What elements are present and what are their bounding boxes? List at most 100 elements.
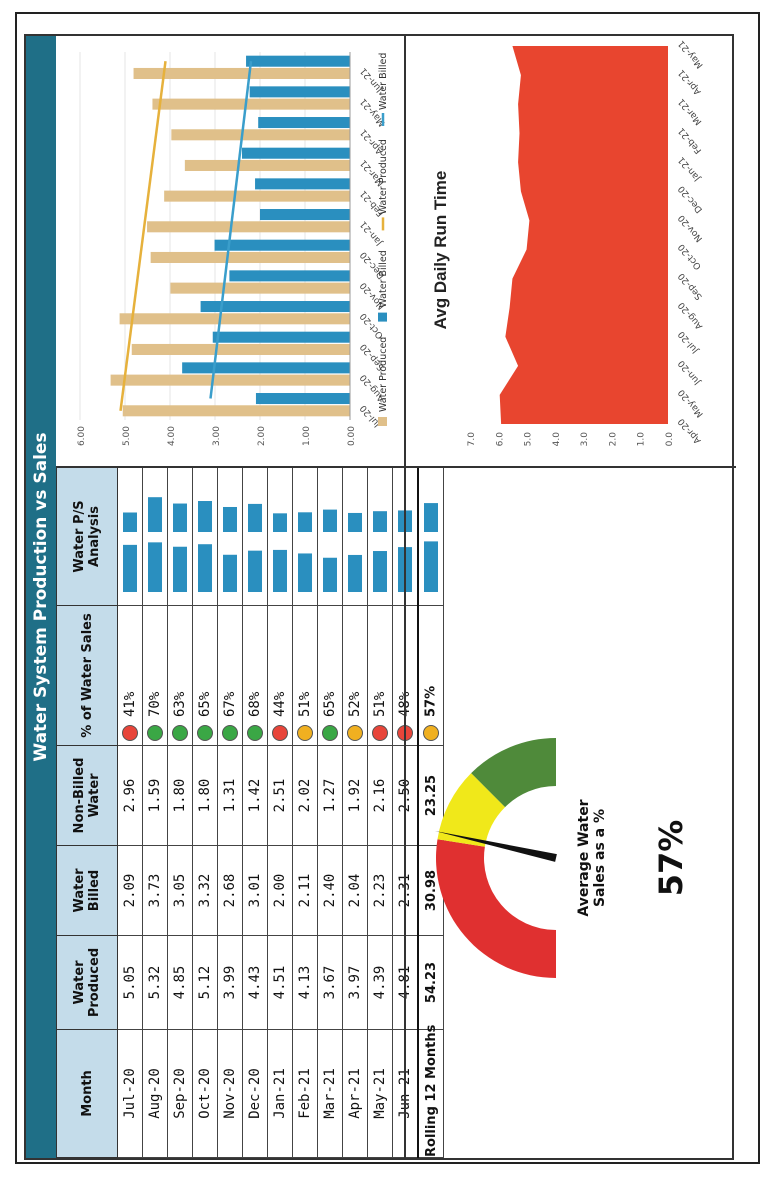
pct-value: 51% [297,691,313,717]
analysis-cell [317,467,343,606]
analysis-cell [142,467,168,606]
table-row: Sep-20 4.85 3.05 1.80 63% [167,467,193,1158]
gauge-label: Average Water Sales as a % [576,799,608,917]
x-tick-label: Apr-21 [677,67,704,96]
nonbilled-cell: 1.42 [242,745,268,846]
table-header-row: Month Water Produced Water Billed Non-Bi… [56,467,118,1158]
analysis-cell [267,467,293,606]
table-body: Jul-20 5.05 2.09 2.96 41% Aug-20 5.32 3.73 1.59 7… [117,467,444,1158]
gauge-band [471,738,556,808]
produced-bar [150,251,351,263]
gauge-panel: Average Water Sales as a % 57% [404,468,736,1158]
pct-value: 67% [222,691,238,717]
x-tick-label: Mar-21 [677,96,705,126]
y-tick-label: 1.00 [302,426,312,446]
produced-spark-bar [198,544,212,593]
produced-bar [184,159,350,171]
month-cell: Aug-20 [142,1029,168,1158]
billed-bar [200,301,350,313]
produced-cell: 4.13 [292,935,318,1030]
analysis-sparkbar [198,501,212,593]
billed-cell: 3.05 [167,845,193,936]
produced-cell: 5.05 [117,935,143,1030]
billed-trendline [209,61,253,399]
table-row: Oct-20 5.12 3.32 1.80 65% [192,467,218,1158]
x-tick-label: Oct-20 [676,241,703,271]
produced-spark-bar [348,555,362,593]
billed-bar [258,117,350,129]
table-row: Jul-20 5.05 2.09 2.96 41% [117,467,143,1158]
pct-cell: 67% [217,605,243,746]
y-tick-label: 3.0 [580,432,590,447]
analysis-sparkbar [398,510,412,593]
billed-spark-bar [248,504,262,533]
x-tick-label: Dec-20 [676,183,704,214]
x-tick-label: Jun-20 [676,358,703,387]
produced-cell: 3.97 [342,935,368,1030]
summary-table: Month Water Produced Water Billed Non-Bi… [56,467,444,1158]
header-analysis: Water P/S Analysis [56,467,118,606]
analysis-sparkbar [148,497,162,593]
status-dot-icon [197,725,213,741]
billed-cell: 2.09 [117,845,143,936]
y-tick-label: 0.00 [347,426,357,446]
production-bar-chart: 0.001.002.003.004.005.006.00Jul-20Aug-20… [77,52,389,446]
analysis-sparkbar [424,503,438,593]
analysis-cell [167,467,193,606]
production-bar-chart-panel: 0.00 1.00 2.00 3.00 4.00 5.00 6.00 Jul-20 Aug-20… [56,34,404,468]
pct-cell: 65% [192,605,218,746]
analysis-cell [418,467,444,606]
run-time-area-chart-panel: Avg Daily Run Time 0.0 1.0 2.0 3.0 4.0 5.0 6.0 7… [404,34,736,468]
billed-bar [255,393,350,405]
table-row: Apr-21 3.97 2.04 1.92 52% [342,467,368,1158]
billed-cell: 2.00 [267,845,293,936]
analysis-cell [292,467,318,606]
billed-cell: 3.01 [242,845,268,936]
billed-bar [242,147,350,159]
x-tick-label: Jan-21 [677,154,704,183]
table-row: Dec-20 4.43 3.01 1.42 68% [242,467,268,1158]
pct-value: 63% [172,691,188,717]
produced-spark-bar [398,547,412,593]
produced-spark-bar [248,551,262,593]
billed-spark-bar [398,510,412,533]
legend-label: Water Billed [378,250,389,307]
produced-bar [110,374,350,386]
pct-cell: 51% [292,605,318,746]
produced-cell: 4.51 [267,935,293,1030]
month-cell: Sep-20 [167,1029,193,1158]
run-time-area-chart: Avg Daily Run Time 0.0 1.0 2.0 3.0 4.0 5.0 6.0 7… [431,38,706,447]
x-tick-label: Feb-21 [677,125,704,155]
billed-cell: 2.68 [217,845,243,936]
pct-value: 44% [272,691,288,717]
billed-bar [255,178,350,190]
y-tick-label: 4.00 [167,426,177,446]
pct-value: 41% [122,691,138,717]
status-dot-icon [322,725,338,741]
produced-spark-bar [123,545,137,593]
produced-spark-bar [323,558,337,593]
gauge-chart [434,738,557,978]
billed-spark-bar [198,501,212,533]
billed-cell: 2.40 [317,845,343,936]
produced-bar [131,343,350,355]
produced-cell: 4.85 [167,935,193,1030]
pct-value: 52% [347,691,363,717]
pct-cell: 52% [342,605,368,746]
x-tick-label: May-20 [676,387,705,419]
produced-spark-bar [373,551,387,593]
y-tick-label: 6.00 [77,426,87,446]
table-row: Jan-21 4.51 2.00 2.51 44% [267,467,293,1158]
analysis-cell [117,467,143,606]
x-tick-label: Jul-20 [676,329,701,356]
billed-spark-bar [123,512,137,533]
billed-cell: 2.04 [342,845,368,936]
produced-bar [152,98,350,110]
y-tick-label: 2.0 [608,432,618,447]
billed-bar [260,209,350,221]
produced-bar [171,129,350,141]
x-tick-label: Sep-20 [676,270,704,301]
analysis-sparkbar [273,513,287,593]
table-row: Feb-21 4.13 2.11 2.02 51% [292,467,318,1158]
month-cell: Dec-20 [242,1029,268,1158]
